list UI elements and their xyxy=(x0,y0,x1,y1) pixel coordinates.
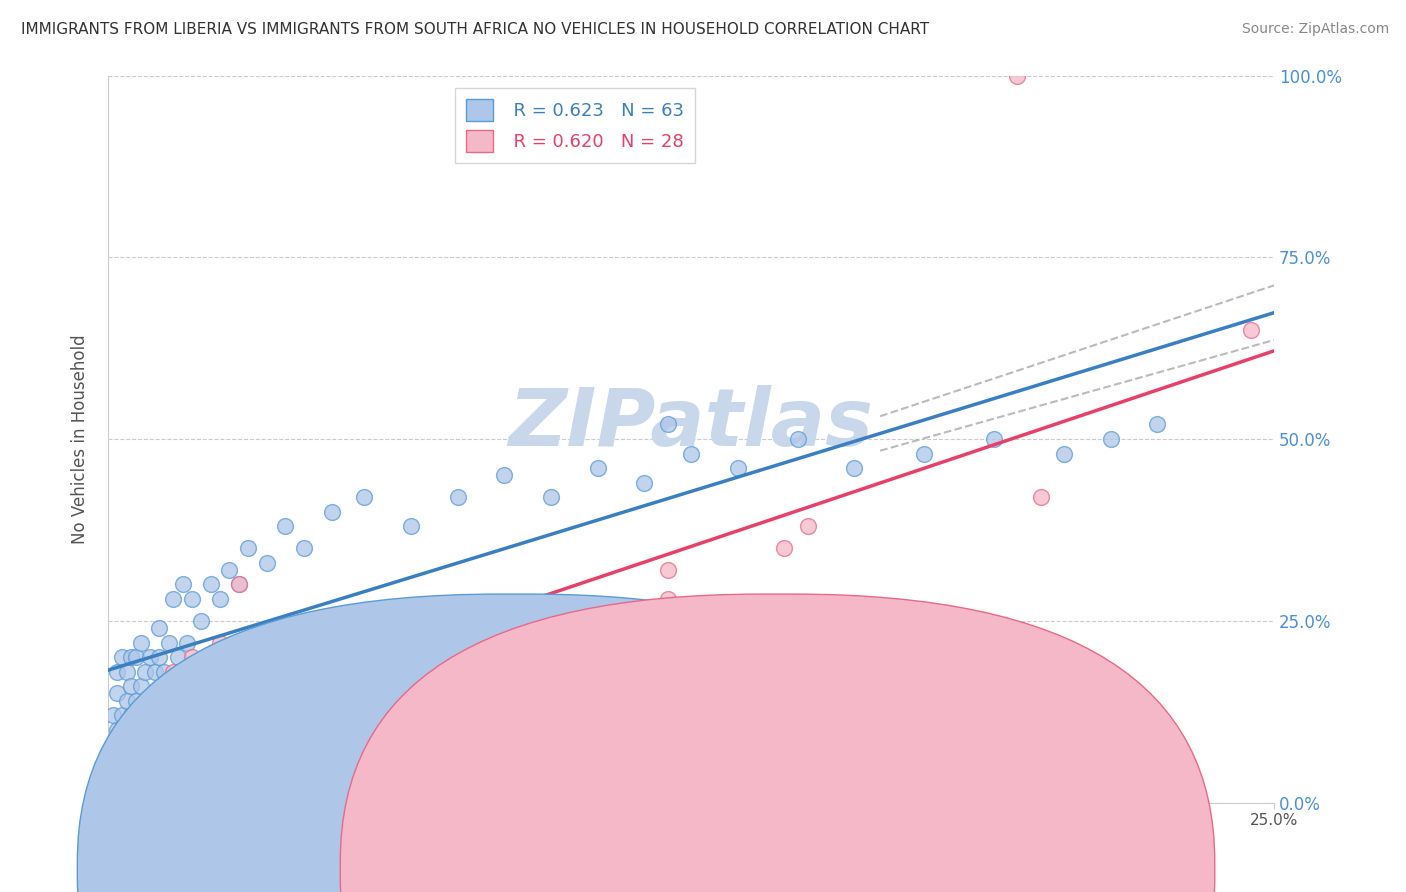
Point xyxy=(633,475,655,490)
Text: Immigrants from Liberia: Immigrants from Liberia xyxy=(541,861,742,879)
Point xyxy=(134,665,156,679)
Point xyxy=(105,737,128,751)
Point xyxy=(115,694,138,708)
Point xyxy=(115,665,138,679)
Point xyxy=(105,686,128,700)
Point xyxy=(120,650,142,665)
Y-axis label: No Vehicles in Household: No Vehicles in Household xyxy=(72,334,89,544)
Point xyxy=(125,650,148,665)
Point xyxy=(129,723,152,737)
Point xyxy=(190,614,212,628)
Point xyxy=(143,665,166,679)
Text: Immigrants from South Africa: Immigrants from South Africa xyxy=(801,861,1046,879)
Point xyxy=(143,708,166,723)
Text: Source: ZipAtlas.com: Source: ZipAtlas.com xyxy=(1241,22,1389,37)
Point xyxy=(101,737,124,751)
Point xyxy=(115,723,138,737)
Point xyxy=(586,461,609,475)
Point xyxy=(101,708,124,723)
Point xyxy=(657,591,679,606)
Point xyxy=(540,490,562,504)
Point xyxy=(143,708,166,723)
Point xyxy=(129,635,152,649)
Point xyxy=(796,519,818,533)
Point xyxy=(105,723,128,737)
Text: ZIPatlas: ZIPatlas xyxy=(509,385,873,464)
Text: IMMIGRANTS FROM LIBERIA VS IMMIGRANTS FROM SOUTH AFRICA NO VEHICLES IN HOUSEHOLD: IMMIGRANTS FROM LIBERIA VS IMMIGRANTS FR… xyxy=(21,22,929,37)
Point xyxy=(844,461,866,475)
Point xyxy=(657,417,679,432)
Point xyxy=(167,650,190,665)
Point xyxy=(447,490,470,504)
Point xyxy=(1007,69,1029,83)
Point xyxy=(111,650,134,665)
Point xyxy=(125,737,148,751)
Point xyxy=(162,665,184,679)
Point xyxy=(153,665,176,679)
Point xyxy=(120,737,142,751)
Point xyxy=(125,708,148,723)
Point xyxy=(773,541,796,555)
Point xyxy=(101,759,124,773)
Point xyxy=(228,577,250,591)
Point xyxy=(844,723,866,737)
Point xyxy=(111,752,134,766)
Point xyxy=(657,563,679,577)
Point xyxy=(153,723,176,737)
Point xyxy=(256,556,278,570)
Point xyxy=(218,563,240,577)
Point xyxy=(120,708,142,723)
Point xyxy=(134,708,156,723)
Point xyxy=(787,432,810,446)
Point xyxy=(181,591,204,606)
Point xyxy=(125,694,148,708)
Point xyxy=(292,541,315,555)
Point xyxy=(1146,417,1168,432)
Point xyxy=(134,723,156,737)
Point xyxy=(353,490,375,504)
Point xyxy=(139,737,162,751)
Point xyxy=(181,650,204,665)
Point xyxy=(353,737,375,751)
Point xyxy=(111,708,134,723)
Point xyxy=(172,708,194,723)
Point xyxy=(120,737,142,751)
Point xyxy=(115,723,138,737)
Point xyxy=(105,665,128,679)
Point xyxy=(129,752,152,766)
Point xyxy=(200,577,222,591)
Point xyxy=(172,577,194,591)
Point xyxy=(157,635,180,649)
Point xyxy=(399,519,422,533)
Point xyxy=(111,737,134,751)
Point xyxy=(139,694,162,708)
Point xyxy=(912,446,935,460)
Point xyxy=(1029,490,1052,504)
Point xyxy=(190,679,212,693)
Point xyxy=(727,461,749,475)
Point xyxy=(1053,446,1076,460)
Point xyxy=(208,635,231,649)
Point xyxy=(274,519,297,533)
Point xyxy=(1239,323,1261,337)
Point xyxy=(983,432,1005,446)
Point xyxy=(321,505,343,519)
Point xyxy=(236,541,259,555)
Point xyxy=(148,621,170,635)
Point xyxy=(148,694,170,708)
Point xyxy=(129,679,152,693)
Point xyxy=(176,635,198,649)
Point xyxy=(494,468,516,483)
Legend:   R = 0.623   N = 63,   R = 0.620   N = 28: R = 0.623 N = 63, R = 0.620 N = 28 xyxy=(456,88,695,163)
Point xyxy=(208,591,231,606)
Point xyxy=(148,650,170,665)
Point xyxy=(162,591,184,606)
Point xyxy=(540,723,562,737)
Point xyxy=(120,679,142,693)
Point xyxy=(1099,432,1122,446)
Point xyxy=(679,446,702,460)
Point xyxy=(228,577,250,591)
Point xyxy=(139,650,162,665)
